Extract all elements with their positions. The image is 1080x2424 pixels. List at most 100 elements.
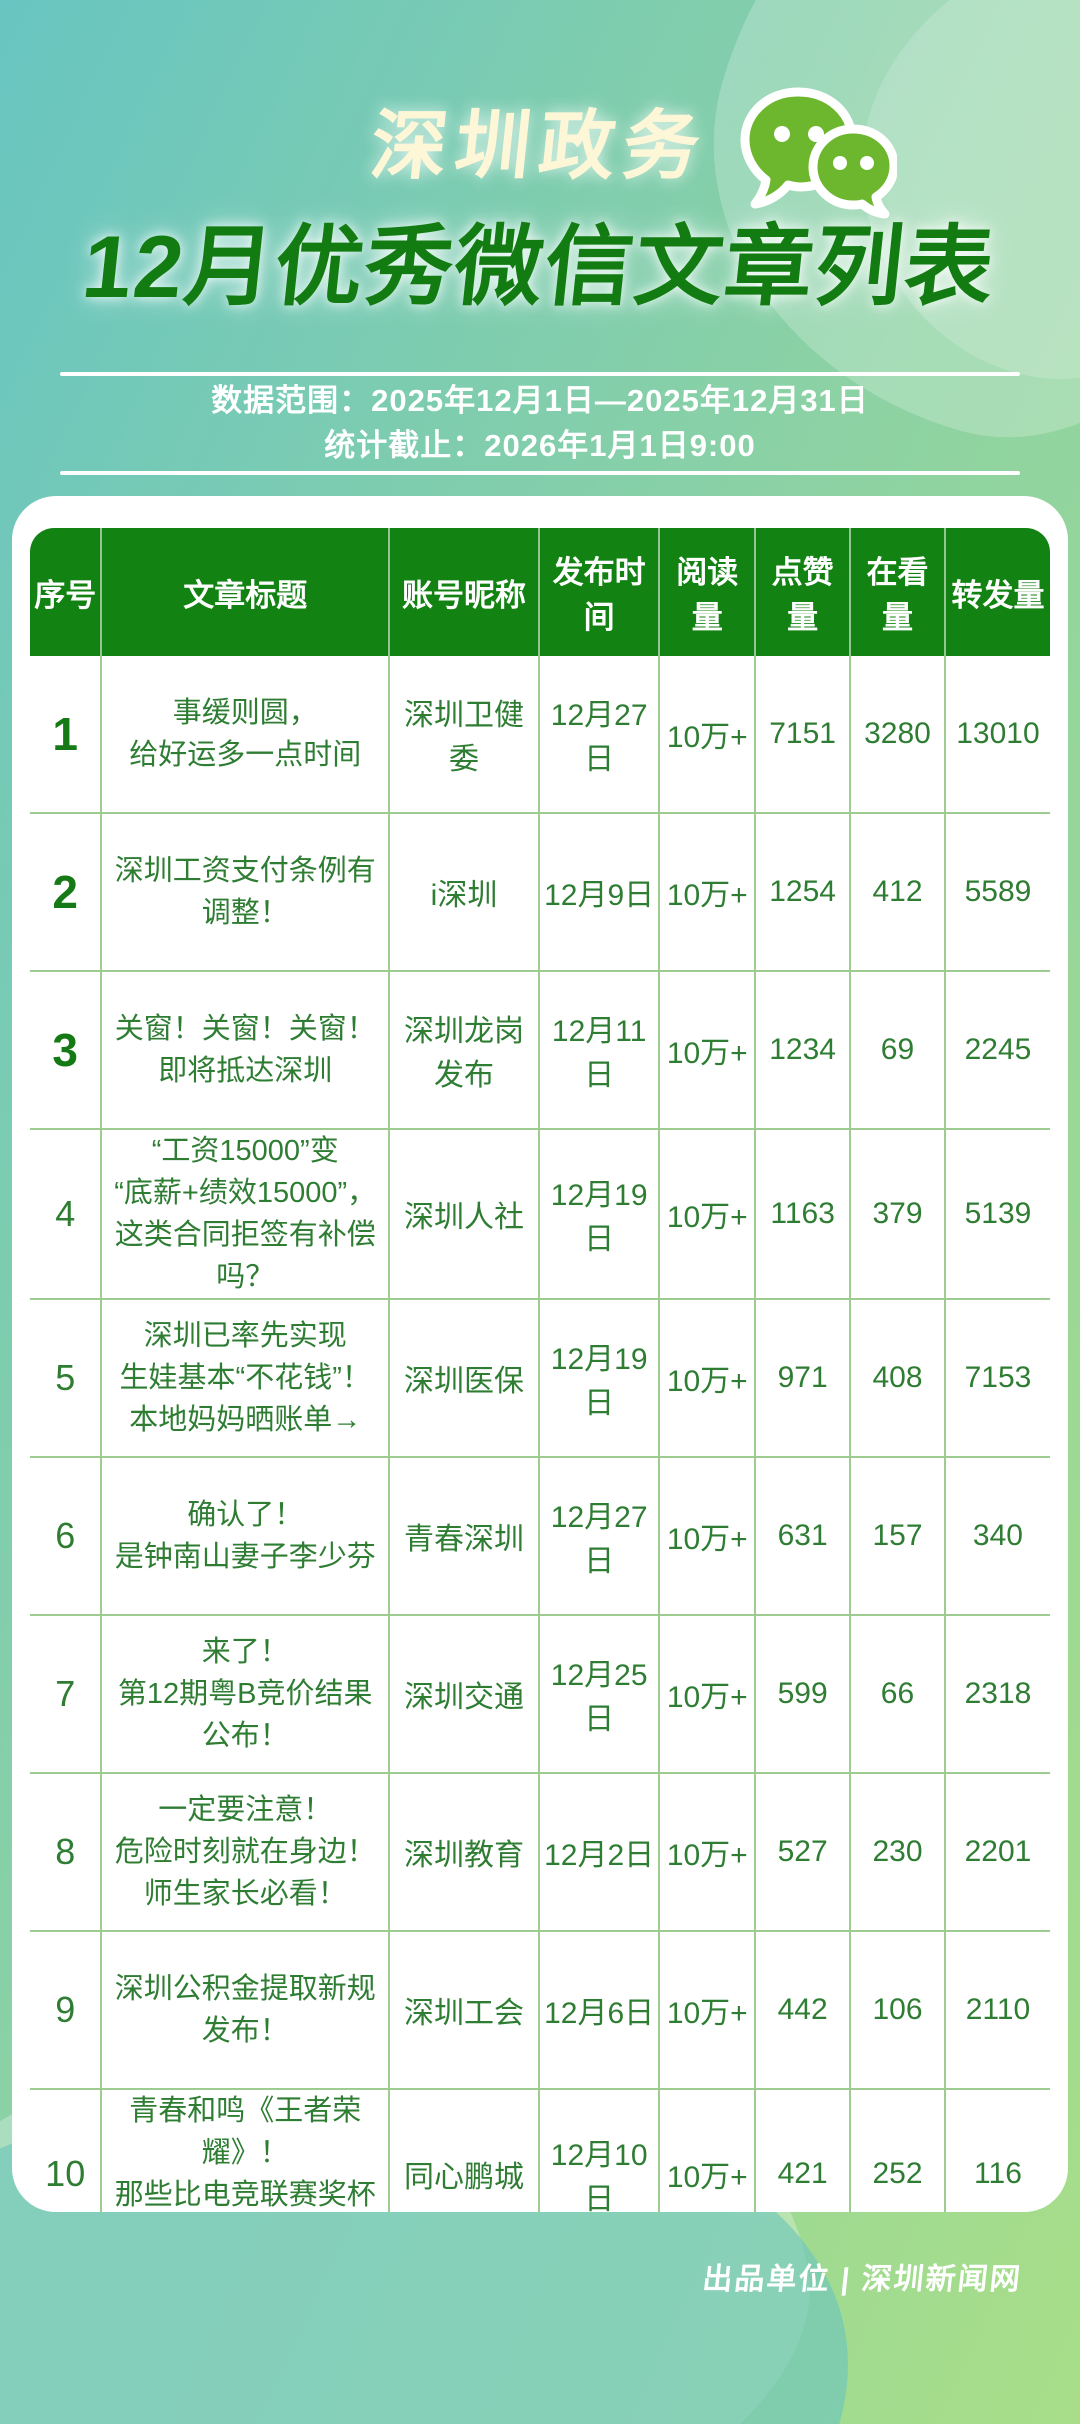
likes-cell: 421 [756, 2088, 852, 2212]
rank-cell: 2 [30, 812, 103, 970]
likes-cell: 599 [756, 1614, 852, 1773]
shares-cell: 2245 [945, 970, 1050, 1128]
table-row: 4 “工资15000”变 “底薪+绩效15000”， 这类合同拒签有补偿吗？ 深… [30, 1128, 1050, 1299]
rank-cell: 1 [30, 656, 103, 812]
table-row: 10 青春和鸣《王者荣耀》！ 那些比电竞联赛奖杯 更动容的镜头 同心鹏城 12月… [30, 2088, 1050, 2212]
page-title: 12月优秀微信文章列表 [78, 217, 1001, 316]
watches-cell: 106 [851, 1930, 946, 2089]
reads-cell: 10万+ [660, 1930, 757, 2089]
rank-cell: 6 [30, 1456, 103, 1615]
watches-cell: 157 [851, 1456, 946, 1615]
likes-cell: 631 [756, 1456, 852, 1615]
date-cell: 12月27日 [539, 1456, 661, 1615]
watches-cell: 230 [851, 1772, 946, 1931]
article-title-cell: 深圳已率先实现 生娃基本“不花钱”！ 本地妈妈晒账单→ [102, 1298, 391, 1457]
article-title-cell: 深圳公积金提取新规发布！ [102, 1930, 391, 2089]
likes-cell: 1163 [756, 1128, 852, 1299]
rank-cell: 10 [30, 2088, 103, 2212]
reads-cell: 10万+ [660, 1614, 757, 1773]
shares-cell: 116 [945, 2088, 1050, 2212]
brand-title: 深圳政务 [366, 104, 712, 189]
date-cell: 12月6日 [539, 1930, 661, 2089]
col-header-index: 序号 [30, 528, 103, 656]
reads-cell: 10万+ [660, 812, 757, 970]
data-range-text: 数据范围：2025年12月1日—2025年12月31日 [211, 383, 869, 418]
account-cell: 深圳人社 [390, 1128, 540, 1299]
watches-cell: 412 [851, 812, 946, 970]
watches-cell: 379 [851, 1128, 946, 1299]
table-row: 1 事缓则圆， 给好运多一点时间 深圳卫健委 12月27日 10万+ 7151 … [30, 656, 1050, 812]
account-cell: 深圳卫健委 [390, 656, 540, 812]
shares-cell: 5139 [945, 1128, 1050, 1299]
rank-cell: 4 [30, 1128, 103, 1299]
data-range-block: 数据范围：2025年12月1日—2025年12月31日 统计截止：2026年1月… [60, 372, 1020, 475]
date-cell: 12月2日 [539, 1772, 661, 1931]
date-cell: 12月11日 [539, 970, 661, 1128]
table-row: 6 确认了！ 是钟南山妻子李少芬 青春深圳 12月27日 10万+ 631 15… [30, 1456, 1050, 1615]
shares-cell: 2201 [945, 1772, 1050, 1931]
col-header-shares: 转发量 [945, 528, 1050, 656]
table-row: 3 关窗！关窗！关窗！ 即将抵达深圳 深圳龙岗发布 12月11日 10万+ 12… [30, 970, 1050, 1128]
rank-cell: 7 [30, 1614, 103, 1773]
reads-cell: 10万+ [660, 1128, 757, 1299]
likes-cell: 1234 [756, 970, 852, 1128]
account-cell: 深圳工会 [390, 1930, 540, 2089]
article-title-cell: 一定要注意！ 危险时刻就在身边！ 师生家长必看！ [102, 1772, 391, 1931]
account-cell: 同心鹏城 [390, 2088, 540, 2212]
article-title-cell: 关窗！关窗！关窗！ 即将抵达深圳 [102, 970, 391, 1128]
account-cell: 深圳龙岗发布 [390, 970, 540, 1128]
watches-cell: 66 [851, 1614, 946, 1773]
likes-cell: 527 [756, 1772, 852, 1931]
rank-cell: 5 [30, 1298, 103, 1457]
rank-cell: 3 [30, 970, 103, 1128]
table-header-row: 序号 文章标题 账号昵称 发布时间 阅读量 点赞量 在看量 转发量 [30, 528, 1050, 656]
shares-cell: 2110 [945, 1930, 1050, 2089]
data-cutoff-text: 统计截止：2026年1月1日9:00 [324, 428, 756, 463]
reads-cell: 10万+ [660, 656, 757, 812]
account-cell: i深圳 [390, 812, 540, 970]
col-header-account: 账号昵称 [390, 528, 540, 656]
col-header-title: 文章标题 [102, 528, 391, 656]
date-cell: 12月27日 [539, 656, 661, 812]
table-row: 7 来了！ 第12期粤B竞价结果公布！ 深圳交通 12月25日 10万+ 599… [30, 1614, 1050, 1773]
shares-cell: 5589 [945, 812, 1050, 970]
table-row: 8 一定要注意！ 危险时刻就在身边！ 师生家长必看！ 深圳教育 12月2日 10… [30, 1772, 1050, 1931]
date-cell: 12月19日 [539, 1298, 661, 1457]
watches-cell: 69 [851, 970, 946, 1128]
table-row: 5 深圳已率先实现 生娃基本“不花钱”！ 本地妈妈晒账单→ 深圳医保 12月19… [30, 1298, 1050, 1457]
reads-cell: 10万+ [660, 1456, 757, 1615]
reads-cell: 10万+ [660, 970, 757, 1128]
likes-cell: 1254 [756, 812, 852, 970]
account-cell: 深圳教育 [390, 1772, 540, 1931]
divider-top [60, 372, 1020, 376]
table-card: 序号 文章标题 账号昵称 发布时间 阅读量 点赞量 在看量 转发量 1 事缓则圆… [12, 496, 1068, 2212]
col-header-date: 发布时间 [539, 528, 661, 656]
watches-cell: 408 [851, 1298, 946, 1457]
shares-cell: 7153 [945, 1298, 1050, 1457]
shares-cell: 2318 [945, 1614, 1050, 1773]
watches-cell: 3280 [851, 656, 946, 812]
article-title-cell: 确认了！ 是钟南山妻子李少芬 [102, 1456, 391, 1615]
rank-cell: 8 [30, 1772, 103, 1931]
article-title-cell: 事缓则圆， 给好运多一点时间 [102, 656, 391, 812]
wechat-icon [737, 84, 899, 234]
rank-cell: 9 [30, 1930, 103, 2089]
watches-cell: 252 [851, 2088, 946, 2212]
date-cell: 12月10日 [539, 2088, 661, 2212]
likes-cell: 442 [756, 1930, 852, 2089]
col-header-likes: 点赞量 [756, 528, 852, 656]
credit-text: 出品单位 | 深圳新闻网 [700, 2263, 1024, 2296]
col-header-watches: 在看量 [851, 528, 946, 656]
shares-cell: 340 [945, 1456, 1050, 1615]
account-cell: 深圳交通 [390, 1614, 540, 1773]
shares-cell: 13010 [945, 656, 1050, 812]
col-header-reads: 阅读量 [660, 528, 757, 656]
reads-cell: 10万+ [660, 1298, 757, 1457]
article-title-cell: 来了！ 第12期粤B竞价结果公布！ [102, 1614, 391, 1773]
account-cell: 深圳医保 [390, 1298, 540, 1457]
reads-cell: 10万+ [660, 2088, 757, 2212]
divider-bottom [60, 471, 1020, 475]
article-title-cell: 青春和鸣《王者荣耀》！ 那些比电竞联赛奖杯 更动容的镜头 [102, 2088, 391, 2212]
date-cell: 12月25日 [539, 1614, 661, 1773]
